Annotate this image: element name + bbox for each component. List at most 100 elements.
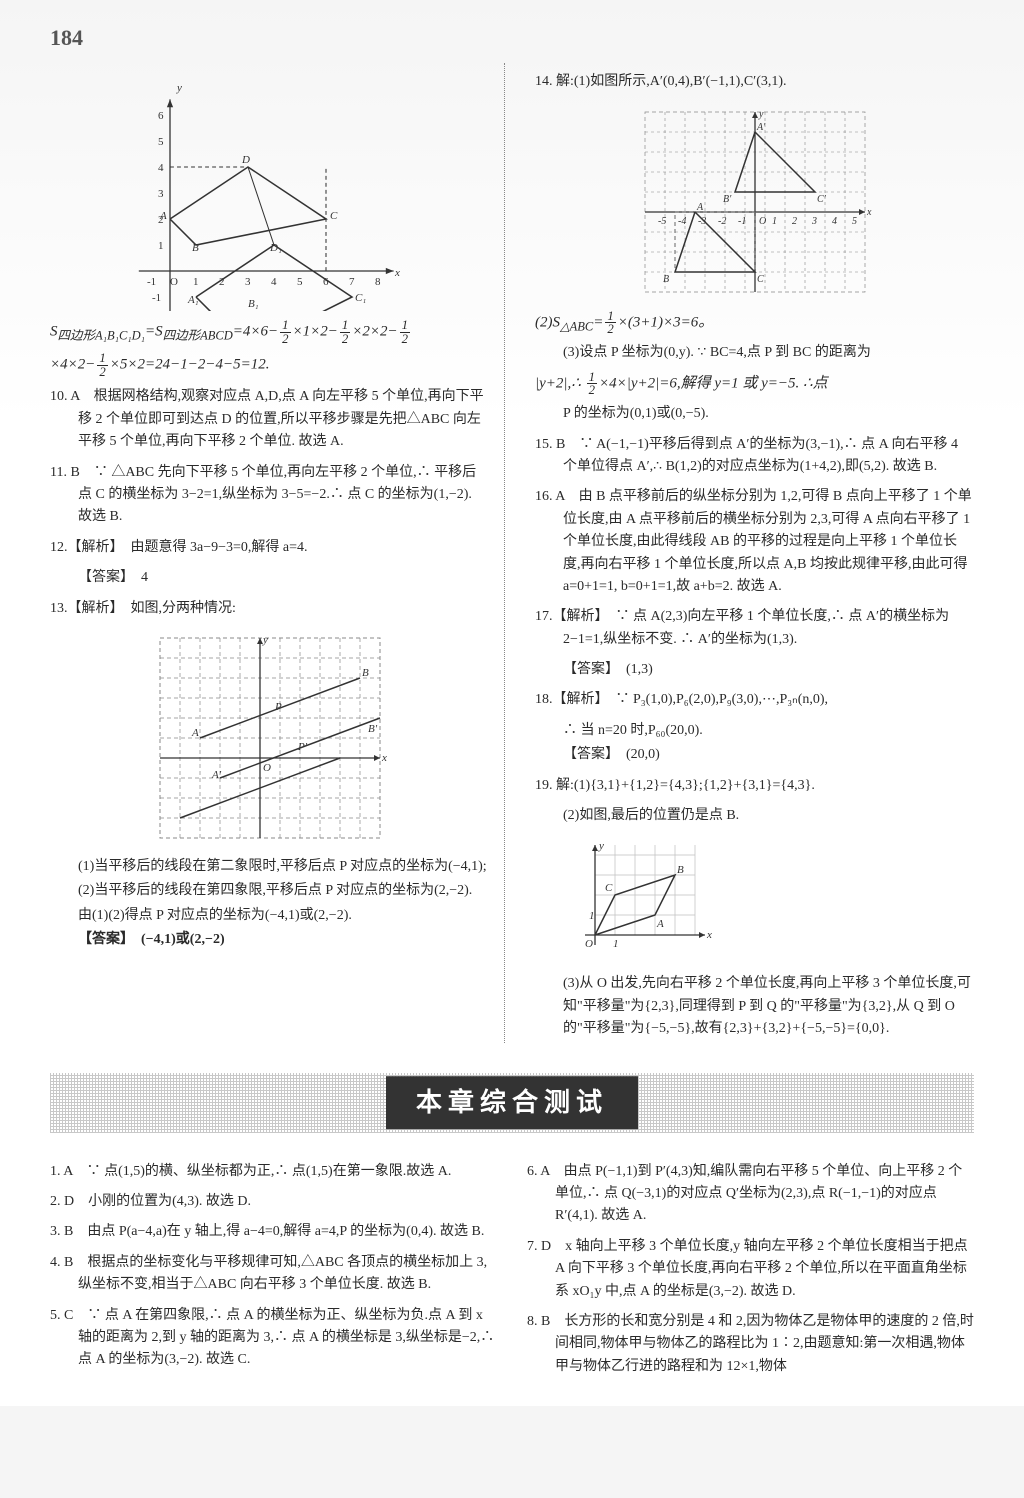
svg-text:-1: -1 [147,276,156,288]
svg-text:1: 1 [589,910,595,922]
problem-13-answer: 【答案】 (−4,1)或(2,−2) [78,929,489,951]
equation-line-2: ×4×2−12×5×2=24−1−2−4−5=12. [50,352,489,379]
problem-14-3b: |y+2|,∴ 12×4×|y+2|=6,解得 y=1 或 y=−5. ∴点 [535,371,974,398]
svg-text:6: 6 [323,276,329,288]
svg-text:A: A [656,918,664,930]
bottom-problem-8: 8. B 长方形的长和宽分别是 4 和 2,因为物体乙是物体甲的速度的 2 倍,… [527,1311,974,1378]
svg-text:1: 1 [158,240,164,252]
svg-text:x: x [381,752,387,764]
problem-17-analysis: 17.【解析】 ∵ 点 A(2,3)向左平移 1 个单位长度,∴ 点 A′的横坐… [535,606,974,651]
page-number: 184 [50,20,974,55]
equation-line-1: S四边形A₁B₁C₁D₁=S四边形ABCD=4×6−12×1×2−12×2×2−… [50,319,489,346]
svg-text:5: 5 [852,216,857,227]
bottom-problem-7: 7. D x 轴向上平移 3 个单位长度,y 轴向左平移 2 个单位长度相当于把… [527,1236,974,1303]
bottom-problem-3: 3. B 由点 P(a−4,a)在 y 轴上,得 a−4=0,解得 a=4,P … [50,1221,497,1243]
svg-text:-2: -2 [718,216,726,227]
svg-text:-1: -1 [152,292,161,304]
svg-text:4: 4 [158,162,164,174]
problem-12-analysis: 12.【解析】 由题意得 3a−9−3=0,解得 a=4. [50,537,489,559]
problem-14-2: (2)S△ABC=12×(3+1)×3=6。 [535,310,974,337]
svg-text:y: y [262,634,268,646]
svg-text:B: B [192,242,199,254]
svg-text:4: 4 [271,276,277,288]
problem-19-2: (2)如图,最后的位置仍是点 B. [563,805,974,827]
problem-15: 15. B ∵ A(−1,−1)平移后得到点 A′的坐标为(3,−1),∴ 点 … [535,434,974,479]
svg-text:B': B' [368,723,378,735]
svg-text:O: O [585,938,593,950]
svg-text:y: y [598,840,604,852]
graph-4: O 1 1 x y A B C [575,835,974,965]
svg-text:1: 1 [772,216,777,227]
left-column: O -1 123 456 78 x 123 456 -1-2 y A B C [50,63,489,1042]
bottom-problem-6: 6. A 由点 P(−1,1)到 P′(4,3)知,编队需向右平移 5 个单位、… [527,1161,974,1228]
problem-13-case1: (1)当平移后的线段在第二象限时,平移后点 P 对应点的坐标为(−4,1); [78,856,489,878]
svg-text:C₁: C₁ [355,292,366,304]
problem-18-line2: ∴ 当 n=20 时,P₆₀(20,0). [563,720,974,742]
svg-text:-4: -4 [678,216,686,227]
problem-19-1: 19. 解:(1){3,1}+{1,2}={4,3};{1,2}+{3,1}={… [535,775,974,797]
problem-19-3: (3)从 O 出发,先向右平移 2 个单位长度,再向上平移 3 个单位长度,可知… [563,973,974,1040]
svg-text:A: A [696,202,704,213]
problem-13-case2: (2)当平移后的线段在第四象限,平移后点 P 对应点的坐标为(2,−2). [78,880,489,902]
problem-13-intro: 13.【解析】 如图,分两种情况: [50,598,489,620]
svg-text:-5: -5 [658,216,666,227]
svg-text:P: P [274,701,282,713]
svg-text:B′: B′ [723,194,732,205]
graph-2: O x y AB P A'B' P' [50,628,489,848]
bottom-left-column: 1. A ∵ 点(1,5)的横、纵坐标都为正,∴ 点(1,5)在第一象限.故选 … [50,1153,497,1387]
problem-18-analysis: 18.【解析】 ∵ P₃(1,0),P₆(2,0),P₉(3,0),⋯,P₃ₙ(… [535,689,974,711]
svg-text:C: C [330,210,338,222]
svg-text:y: y [758,109,764,120]
svg-text:7: 7 [349,276,355,288]
svg-text:6: 6 [158,110,164,122]
svg-text:3: 3 [245,276,251,288]
bottom-problem-1: 1. A ∵ 点(1,5)的横、纵坐标都为正,∴ 点(1,5)在第一象限.故选 … [50,1161,497,1183]
svg-text:P': P' [297,741,308,753]
problem-13-conclusion: 由(1)(2)得点 P 对应点的坐标为(−4,1)或(2,−2). [78,905,489,927]
svg-text:5: 5 [297,276,303,288]
bottom-right-column: 6. A 由点 P(−1,1)到 P′(4,3)知,编队需向右平移 5 个单位、… [527,1153,974,1387]
svg-text:1: 1 [613,938,619,950]
chapter-banner: 本章综合测试 [50,1073,974,1133]
svg-text:B₁: B₁ [248,298,259,310]
svg-text:O: O [759,216,766,227]
svg-text:5: 5 [158,136,164,148]
svg-text:x: x [394,267,400,279]
problem-14-intro: 14. 解:(1)如图所示,A′(0,4),B′(−1,1),C′(3,1). [535,71,974,93]
problem-11: 11. B ∵ △ABC 先向下平移 5 个单位,再向左平移 2 个单位,∴ 平… [50,462,489,529]
svg-text:B: B [663,274,669,285]
svg-text:A': A' [211,769,222,781]
svg-text:A₁: A₁ [187,294,199,306]
svg-text:O: O [170,276,178,288]
svg-text:D₁: D₁ [269,242,282,254]
svg-text:x: x [706,929,712,941]
graph-1: O -1 123 456 78 x 123 456 -1-2 y A B C [50,71,489,311]
problem-18-answer: 【答案】 (20,0) [563,744,974,766]
svg-text:y: y [176,82,182,94]
svg-text:A: A [191,727,199,739]
svg-text:A′: A′ [756,122,766,133]
problem-12-answer: 【答案】 4 [78,567,489,589]
svg-text:3: 3 [811,216,817,227]
problem-14-3a: (3)设点 P 坐标为(0,y). ∵ BC=4,点 P 到 BC 的距离为 [563,342,974,364]
svg-text:x: x [866,207,872,218]
svg-text:C: C [605,882,613,894]
svg-text:-1: -1 [738,216,746,227]
svg-text:3: 3 [158,188,164,200]
problem-14-3d: P 的坐标为(0,1)或(0,−5). [563,403,974,425]
bottom-problem-4: 4. B 根据点的坐标变化与平移规律可知,△ABC 各顶点的横坐标加上 3,纵坐… [50,1252,497,1297]
svg-text:B: B [362,667,369,679]
graph-3: O xy A′B′C′ ABC -5-4-3 -2-1 123 45 [535,102,974,302]
problem-16: 16. A 由 B 点平移前后的纵坐标分别为 1,2,可得 B 点向上平移了 1… [535,486,974,598]
bottom-problem-5: 5. C ∵ 点 A 在第四象限,∴ 点 A 的横坐标为正、纵坐标为负.点 A … [50,1305,497,1372]
svg-text:D: D [241,154,250,166]
problem-17-answer: 【答案】 (1,3) [563,659,974,681]
svg-text:C′: C′ [817,194,827,205]
svg-text:8: 8 [375,276,381,288]
svg-text:1: 1 [193,276,199,288]
svg-text:B: B [677,864,684,876]
svg-text:C: C [757,274,764,285]
svg-text:-3: -3 [698,216,706,227]
svg-text:2: 2 [792,216,797,227]
problem-10: 10. A 根据网格结构,观察对应点 A,D,点 A 向左平移 5 个单位,再向… [50,386,489,453]
